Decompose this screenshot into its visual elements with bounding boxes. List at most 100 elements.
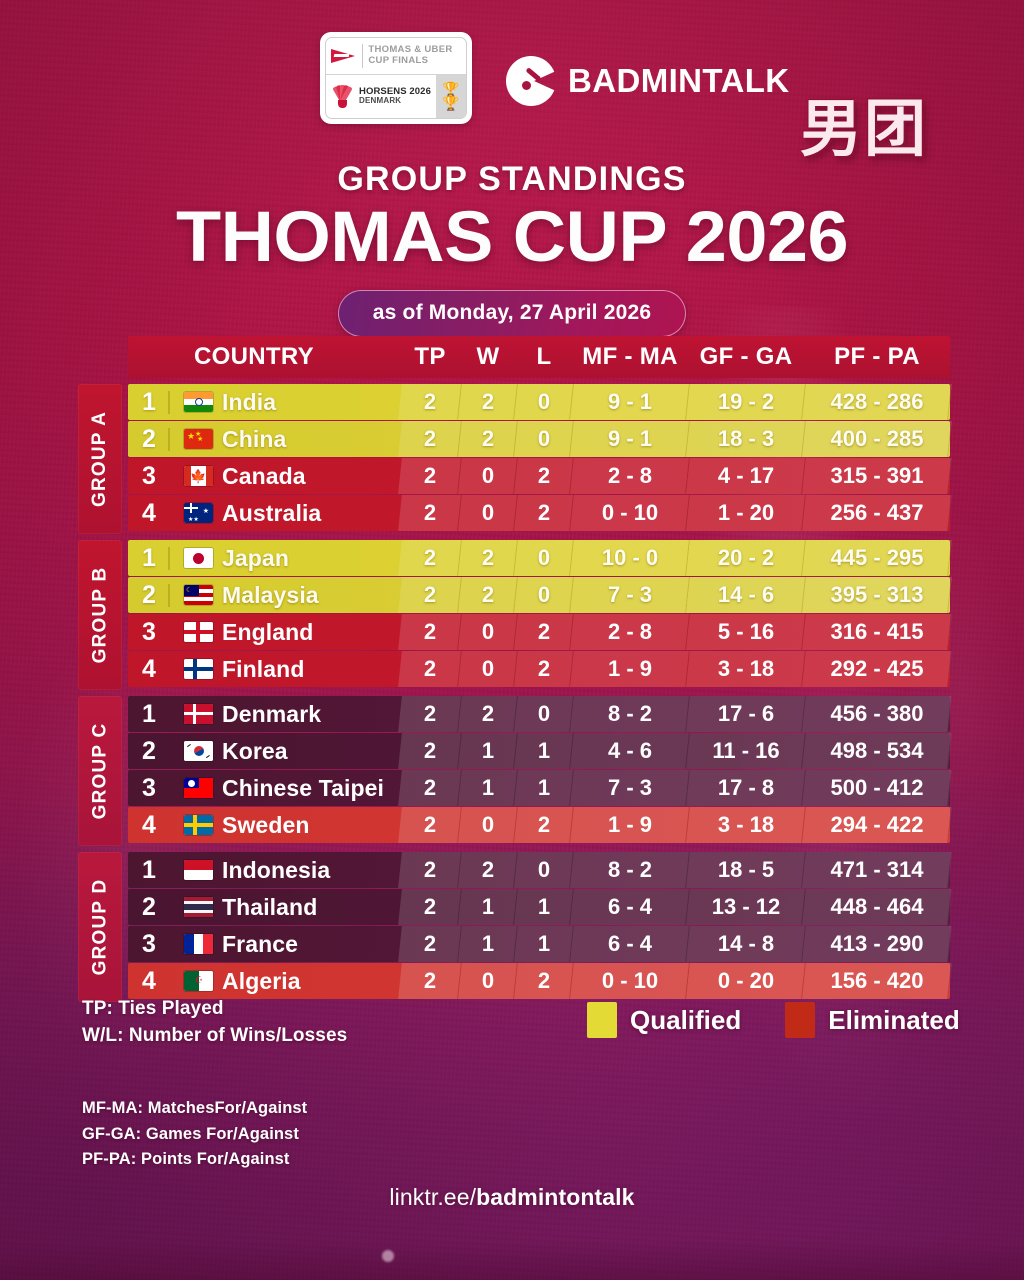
table-row[interactable]: 2 Korea 2 1 1 4 - 6 11 - 16 498 - 534 [128,733,952,769]
table-row[interactable]: 4 Finland 2 0 2 1 - 9 3 - 18 292 - 425 [128,651,952,687]
table-row[interactable]: 3 England 2 0 2 2 - 8 5 - 16 316 - 415 [128,614,952,650]
row-stat-mf-ma: 6 - 4 [607,931,653,956]
row-stat-l: 1 [537,931,551,956]
abbreviations-primary: TP: Ties Played W/L: Number of Wins/Losse… [82,996,962,1050]
row-stat-mf-ma: 8 - 2 [607,857,653,882]
row-stat-gf-ga: 3 - 18 [717,656,775,681]
event-host-text: HORSENS 2026 DENMARK [359,86,431,106]
row-country-cell: India [170,389,400,416]
table-row[interactable]: 3 Chinese Taipei 2 1 1 7 - 3 17 - 8 500 - 412 [128,770,952,806]
bwf-shuttle-icon [331,48,357,64]
table-row[interactable]: 2 Thailand 2 1 1 6 - 4 13 - 12 448 - 464 [128,889,952,925]
event-title-line-1: THOMAS & UBER [368,44,453,56]
group-tab-group-a: GROUP A [78,384,122,534]
row-country-name: Denmark [222,700,322,727]
row-stat-w: 2 [481,545,495,570]
row-stat-gf-ga: 3 - 18 [717,812,775,837]
group-list: GROUP A 1 India 2 2 0 9 - 1 19 - 2 428 - 286 2 ★ ★ ★… [78,384,952,1002]
footer-link-handle: badmintontalk [476,1184,635,1210]
row-stat-gf-ga: 17 - 6 [717,701,775,726]
row-stat-gf-ga: 5 - 16 [717,619,775,644]
row-country-cell: Sweden [170,812,400,839]
abbreviation-line: MF-MA: MatchesFor/Against [82,1098,308,1117]
row-country-name: Japan [222,544,289,571]
row-stat-tp: 2 [423,968,437,993]
flag-indonesia-icon [184,860,213,880]
title-block: GROUP STANDINGS THOMAS CUP 2026 as of Mo… [0,160,1024,338]
table-row[interactable]: 4 ☪ Algeria 2 0 2 0 - 10 0 - 20 156 - 420 [128,963,952,999]
top-bar: THOMAS & UBER CUP FINALS HORSENS 2026 DE… [0,32,1024,160]
row-stat-l: 1 [537,894,551,919]
row-stat-mf-ma: 6 - 4 [607,894,653,919]
table-row[interactable]: 4 Sweden 2 0 2 1 - 9 3 - 18 294 - 422 [128,807,952,843]
flag-india-icon [184,392,213,412]
row-stat-gf-ga: 14 - 6 [717,582,775,607]
table-row[interactable]: 3 🍁 Canada 2 0 2 2 - 8 4 - 17 315 - 391 [128,458,952,494]
row-country-name: China [222,425,287,452]
abbreviation-line: W/L: Number of Wins/Losses [82,1024,348,1046]
row-country-cell: 🍁 Canada [170,463,400,490]
row-stat-w: 2 [481,857,495,882]
row-stat-tp: 2 [423,582,437,607]
table-row[interactable]: 1 Japan 2 2 0 10 - 0 20 - 2 445 - 295 [128,540,952,576]
event-title-line-2: CUP FINALS [368,54,429,66]
row-stat-mf-ma: 9 - 1 [607,389,653,414]
flag-england-icon [184,622,213,642]
row-country-name: Korea [222,737,288,764]
row-stat-gf-ga: 1 - 20 [717,500,775,525]
table-row[interactable]: 3 France 2 1 1 6 - 4 14 - 8 413 - 290 [128,926,952,962]
table-row[interactable]: 1 Denmark 2 2 0 8 - 2 17 - 6 456 - 380 [128,696,952,732]
event-badge-bottom: HORSENS 2026 DENMARK 🏆 🏆 [326,74,466,118]
row-stat-pf-pa: 498 - 534 [830,738,924,763]
row-stat-pf-pa: 156 - 420 [830,968,924,993]
row-stat-w: 2 [481,582,495,607]
row-country-name: India [222,388,277,415]
footer-link-prefix: linktr.ee/ [389,1184,477,1210]
row-stat-mf-ma: 8 - 2 [607,701,653,726]
row-stat-l: 0 [537,426,551,451]
row-stat-mf-ma: 2 - 8 [607,619,653,644]
column-header-l: L [536,343,552,370]
row-rank: 4 [142,498,156,527]
footer-link[interactable]: linktr.ee/badmintontalk [0,1184,1024,1211]
row-rank: 1 [128,388,170,417]
row-stat-l: 2 [537,500,551,525]
abbreviation-line: PF-PA: Points For/Against [82,1150,290,1169]
row-stat-mf-ma: 7 - 3 [607,582,653,607]
flag-thailand-icon [184,897,213,917]
flag-canada-icon: 🍁 [184,466,213,486]
row-country-cell: Denmark [170,701,400,728]
event-badge-host-block: HORSENS 2026 DENMARK [326,83,436,109]
row-stat-gf-ga: 20 - 2 [717,545,775,570]
table-row[interactable]: 1 Indonesia 2 2 0 8 - 2 18 - 5 471 - 314 [128,852,952,888]
row-stat-pf-pa: 395 - 313 [830,582,924,607]
row-stat-mf-ma: 7 - 3 [607,775,653,800]
row-stat-w: 0 [481,500,495,525]
row-country-name: Thailand [222,893,318,920]
legend-keys: Qualified Eliminated [587,1002,960,1038]
row-stat-w: 0 [481,619,495,644]
bottom-fade [0,1240,1024,1280]
row-stat-pf-pa: 500 - 412 [830,775,924,800]
row-country-cell: ☾ Malaysia [170,582,400,609]
row-country-cell: ☪ Algeria [170,968,400,995]
row-rank: 3 [142,617,156,646]
table-row[interactable]: 4 ★ ★★ Australia 2 0 2 0 - 10 1 - 20 256 - 437 [128,495,952,531]
group-tab-group-d: GROUP D [78,852,122,1002]
bottom-highlight-dot [382,1250,394,1262]
table-row[interactable]: 2 ☾ Malaysia 2 2 0 7 - 3 14 - 6 395 - 313 [128,577,952,613]
legend-swatch [587,1002,617,1038]
event-badge: THOMAS & UBER CUP FINALS HORSENS 2026 DE… [320,32,472,124]
row-country-name: Australia [222,499,322,526]
trophy-icon: 🏆 🏆 [436,74,466,118]
row-country-name: England [222,618,314,645]
group-rows: 1 India 2 2 0 9 - 1 19 - 2 428 - 286 2 ★ ★ ★ China 2 2… [128,384,952,531]
table-row[interactable]: 2 ★ ★ ★ China 2 2 0 9 - 1 18 - 3 400 - 285 [128,421,952,457]
table-row[interactable]: 1 India 2 2 0 9 - 1 19 - 2 428 - 286 [128,384,952,420]
row-rank: 2 [142,892,156,921]
row-stat-gf-ga: 17 - 8 [717,775,775,800]
group-label: GROUP B [89,566,111,664]
row-stat-mf-ma: 4 - 6 [607,738,653,763]
row-stat-tp: 2 [423,656,437,681]
trophy-glyph-2: 🏆 [442,94,460,111]
